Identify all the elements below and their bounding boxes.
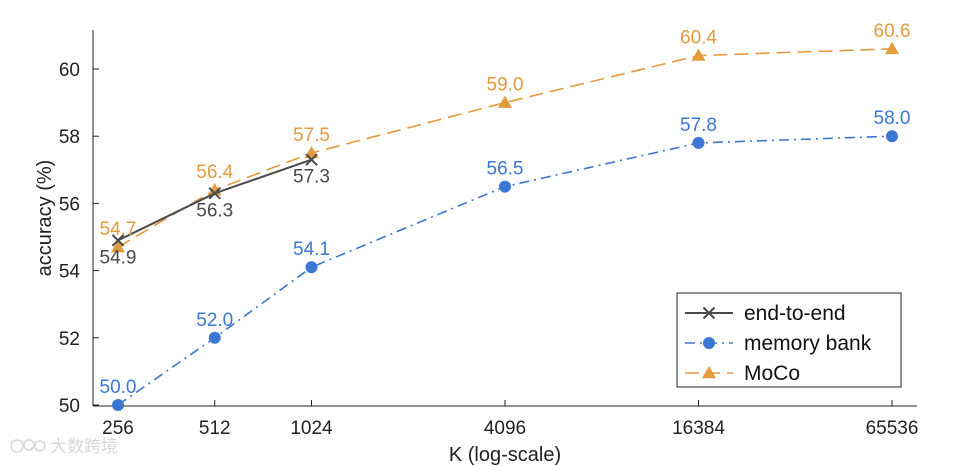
x-tick-label: 4096 <box>484 418 526 439</box>
plot-area <box>111 41 899 411</box>
y-tick-label: 56 <box>59 194 80 215</box>
legend-marker-moco <box>702 366 716 379</box>
series-memory-bank <box>112 130 898 411</box>
data-point-end-to-end <box>305 153 318 166</box>
y-tick-label: 54 <box>59 262 81 283</box>
x-tick-label: 65536 <box>866 418 919 439</box>
watermark-logo-icon <box>10 439 46 453</box>
data-label-moco: 60.6 <box>874 21 911 42</box>
x-ticks: 256 512 1024 4096 16384 65536 <box>102 400 918 439</box>
data-point-end-to-end <box>208 187 221 200</box>
data-point-memory-bank <box>886 130 898 143</box>
data-label-memory-bank: 58.0 <box>874 108 911 129</box>
y-axis-title: accuracy (%) <box>34 160 56 277</box>
series-line-moco <box>117 48 893 248</box>
data-label-end-to-end: 56.3 <box>196 200 233 221</box>
legend-marker-end-to-end <box>702 306 716 320</box>
data-point-memory-bank <box>208 331 221 344</box>
data-label-memory-bank: 52.0 <box>196 310 233 331</box>
watermark-text: 大数跨境 <box>50 437 118 456</box>
data-label-moco: 60.4 <box>680 28 717 49</box>
data-label-moco: 56.4 <box>196 162 233 183</box>
data-label-moco: 59.0 <box>487 75 524 96</box>
data-point-end-to-end <box>111 234 125 247</box>
data-point-memory-bank <box>499 180 511 193</box>
data-label-moco: 54.7 <box>100 219 137 240</box>
x-tick-label: 1024 <box>290 418 333 439</box>
x-tick-label: 512 <box>199 418 231 439</box>
data-label-end-to-end: 57.3 <box>293 167 330 188</box>
y-tick-label: 50 <box>59 396 80 417</box>
data-point-moco <box>111 240 125 253</box>
legend-item-moco: MoCo <box>685 362 800 385</box>
data-point-memory-bank <box>692 136 705 149</box>
x-axis-title: K (log-scale) <box>449 444 561 466</box>
data-point-memory-bank <box>112 399 124 411</box>
legend-item-memory-bank: memory bank <box>685 332 872 355</box>
data-point-moco <box>691 48 706 61</box>
data-labels: 50.0 52.0 54.1 56.5 57.8 58.0 54.7 56.4 57.5 59.0… <box>100 21 911 398</box>
legend-label-moco: MoCo <box>744 362 800 385</box>
series-end-to-end <box>111 153 318 247</box>
data-label-memory-bank: 54.1 <box>293 239 330 260</box>
data-label-memory-bank: 56.5 <box>487 159 524 180</box>
watermark: 大数跨境 <box>10 437 118 456</box>
y-ticks: 50 52 54 56 58 60 <box>59 60 99 417</box>
x-tick-label: 16384 <box>672 418 725 439</box>
data-label-memory-bank: 57.8 <box>680 115 717 136</box>
data-point-memory-bank <box>305 261 318 274</box>
legend-label-memory-bank: memory bank <box>744 332 872 355</box>
data-label-memory-bank: 50.0 <box>100 377 137 398</box>
axes: 50 52 54 56 58 60 256 512 1024 4096 16384 65536 <box>59 30 918 439</box>
y-tick-label: 52 <box>59 329 80 350</box>
legend-rows: end-to-end memory bank MoCo <box>685 302 872 385</box>
x-tick-label: 256 <box>102 418 134 439</box>
data-label-end-to-end: 54.9 <box>100 247 137 268</box>
legend-item-end-to-end: end-to-end <box>685 302 846 325</box>
data-label-moco: 57.5 <box>293 125 330 146</box>
data-point-moco <box>498 95 512 108</box>
legend: end-to-end memory bank MoCo <box>676 292 902 388</box>
legend-label-end-to-end: end-to-end <box>744 302 846 325</box>
y-tick-label: 60 <box>59 60 80 81</box>
legend-marker-memory-bank <box>703 337 715 349</box>
data-point-moco <box>885 41 899 55</box>
y-tick-label: 58 <box>59 127 80 148</box>
